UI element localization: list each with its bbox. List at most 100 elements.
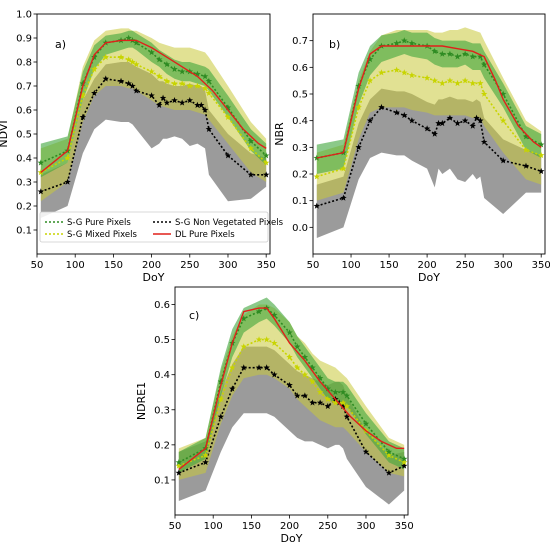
panel-label: c) — [189, 309, 199, 322]
x-tick-label: 200 — [280, 521, 299, 532]
nonveg-data-point — [537, 167, 545, 175]
y-tick-label: 0.6 — [154, 300, 170, 311]
nonveg-data-point — [224, 152, 232, 159]
panel-2: 50 100 150 200 250 300 350 0.0 0.1 0.2 0.3 0.4 0.5 0.… — [273, 13, 550, 284]
nonveg-data-point — [435, 119, 442, 127]
mixed-series-line — [178, 338, 405, 467]
y-tick-label: 0.2 — [154, 440, 170, 451]
nonveg-data-point — [194, 101, 201, 108]
mixed-data-point — [286, 353, 293, 360]
pure-data-point — [461, 50, 469, 57]
mixed-data-point — [461, 77, 469, 84]
mixed-data-point — [262, 159, 270, 166]
plot-area — [175, 297, 408, 505]
nonveg-data-point — [159, 94, 167, 101]
pure-data-point — [240, 315, 247, 322]
y-tick-label: 0.4 — [292, 116, 308, 127]
pure-data-point — [324, 385, 332, 392]
mixed-data-point — [340, 165, 347, 172]
y-tick-label: 0.5 — [154, 335, 170, 346]
nonveg-data-point — [343, 413, 351, 420]
nonveg-data-point — [262, 171, 270, 178]
nonveg-data-point — [385, 469, 393, 476]
mixed-data-point — [339, 399, 347, 406]
mixed-data-point — [178, 80, 186, 87]
nonveg-data-point — [324, 402, 332, 410]
nonveg-data-point — [431, 130, 438, 137]
pure-data-point — [439, 50, 446, 57]
mixed-data-point — [205, 89, 213, 96]
x-tick-label: 150 — [380, 260, 399, 271]
x-tick-label: 150 — [242, 521, 261, 532]
x-tick-label: 300 — [356, 521, 375, 532]
mixed-data-point — [431, 77, 438, 84]
mixed-data-point — [378, 69, 385, 76]
pure-data-point — [294, 343, 301, 350]
y-tick-label: 0.1 — [154, 475, 170, 486]
mixed-data-point — [171, 80, 178, 87]
legend-box — [39, 211, 269, 243]
pure-data-point — [385, 448, 393, 455]
nonveg-data-point — [401, 111, 408, 119]
pure-data-point — [400, 455, 408, 462]
pure-data-point — [194, 70, 201, 77]
plot-area — [37, 28, 270, 218]
nonveg-data-point — [473, 114, 480, 121]
nonveg-data-point — [133, 87, 140, 94]
nonveg-data-point — [336, 399, 343, 406]
mixed-data-point — [332, 399, 339, 406]
mixed-data-point — [522, 146, 530, 153]
dl-series-line — [316, 45, 542, 159]
mixed-data-point — [366, 77, 374, 84]
nonveg-data-point — [355, 143, 362, 151]
pure-data-point — [469, 53, 476, 60]
mixed-data-point — [255, 336, 263, 343]
pure-data-point — [271, 311, 278, 318]
nonveg-series-line — [40, 77, 267, 193]
y-tick-label: 0.7 — [16, 82, 32, 93]
pure-data-point — [446, 50, 454, 57]
mixed-data-point — [408, 71, 416, 79]
pure-data-point — [522, 133, 530, 140]
nonveg-data-point — [339, 402, 347, 410]
nonveg-data-point — [522, 162, 530, 169]
nonveg-data-point — [366, 117, 374, 124]
x-tick-label: 350 — [532, 260, 550, 271]
nonveg-data-point — [316, 399, 324, 406]
nonveg-data-point — [217, 413, 225, 420]
x-tick-label: 250 — [318, 521, 337, 532]
mixed-data-point — [401, 69, 408, 76]
mixed-data-point — [156, 73, 163, 80]
pure-data-point — [366, 55, 374, 63]
nonveg-data-point — [313, 202, 321, 209]
pure-data-point — [156, 56, 163, 63]
mixed-data-point — [454, 79, 461, 87]
pure-data-point — [537, 141, 545, 148]
mixed-data-point — [446, 77, 454, 84]
nonveg-data-point — [201, 106, 209, 113]
mixed-data-point — [294, 364, 301, 371]
mixed-data-point — [129, 58, 136, 65]
panel-3: 50 100 150 200 250 300 350 0.1 0.2 0.3 0.4 0.5 0.6 Do… — [135, 286, 414, 542]
y-tick-label: 0.0 — [292, 223, 308, 234]
nonveg-data-point — [301, 392, 309, 399]
y-tick-label: 0.8 — [16, 58, 32, 69]
pure-legend-label: S-G Pure Pixels — [67, 218, 131, 228]
x-tick-label: 100 — [341, 260, 360, 271]
pure-data-point — [205, 77, 213, 84]
pure-data-point — [431, 47, 438, 55]
y-tick-label: 1.0 — [16, 10, 32, 21]
x-tick-label: 50 — [31, 260, 44, 271]
nonveg-data-point — [294, 392, 301, 399]
mixed-data-point — [202, 451, 209, 459]
x-tick-label: 200 — [142, 260, 161, 271]
pure-data-point — [163, 61, 171, 68]
mixed-data-point — [400, 458, 408, 466]
pure-data-point — [332, 388, 339, 395]
mixed-data-point — [224, 113, 232, 120]
pure-data-point — [148, 49, 155, 56]
y-tick-label: 0.6 — [292, 63, 308, 74]
pure-data-point — [301, 353, 309, 360]
nonveg-data-point — [263, 364, 270, 371]
